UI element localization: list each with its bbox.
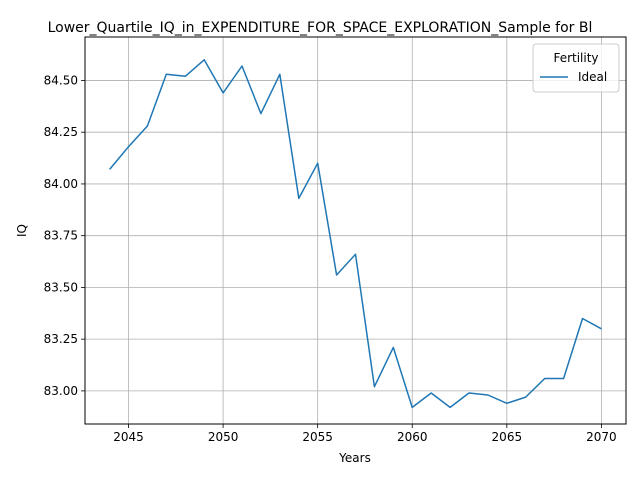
legend-label-ideal: Ideal: [578, 70, 607, 84]
y-tick-label: 84.50: [44, 73, 78, 87]
legend: Fertility Ideal: [532, 43, 620, 93]
x-tick-label: 2055: [302, 430, 333, 444]
x-axis: 2045 2050 2055 2060 2065 2070: [113, 424, 617, 444]
series-line-ideal: [109, 59, 602, 409]
x-tick-label: 2070: [586, 430, 617, 444]
chart-title: Lower_Quartile_IQ_in_EXPENDITURE_FOR_SPA…: [48, 20, 593, 36]
y-tick-label: 83.25: [44, 332, 78, 346]
x-tick-label: 2060: [397, 430, 428, 444]
legend-box: [532, 43, 620, 93]
y-tick-label: 83.00: [44, 384, 78, 398]
y-axis-label: IQ: [15, 224, 29, 237]
x-tick-label: 2045: [113, 430, 144, 444]
series-layer: [109, 59, 602, 409]
y-tick-label: 83.50: [44, 280, 78, 294]
y-tick-label: 83.75: [44, 229, 78, 243]
grid: [85, 37, 626, 424]
legend-title: Fertility: [553, 51, 598, 65]
plot-frame: [84, 36, 627, 425]
x-tick-label: 2050: [208, 430, 239, 444]
y-tick-label: 84.00: [44, 177, 78, 191]
x-tick-label: 2065: [492, 430, 523, 444]
y-tick-label: 84.25: [44, 125, 78, 139]
y-axis: 83.00 83.25 83.50 83.75 84.00 84.25 84.50: [44, 73, 85, 398]
x-axis-label: Years: [338, 451, 371, 465]
